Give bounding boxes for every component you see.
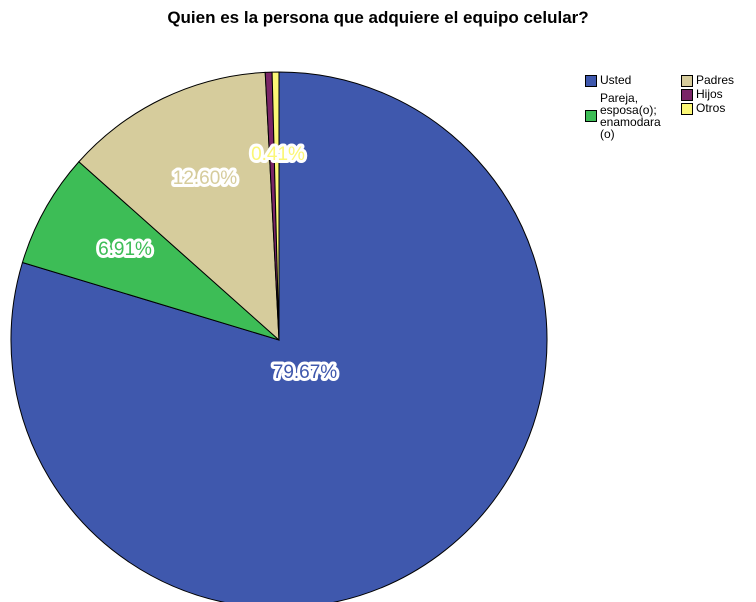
legend-label: Hijos	[696, 87, 723, 101]
pie-slice-pareja	[21, 161, 280, 341]
legend-label: Pareja, esposa(o); enamodara (o)	[600, 91, 661, 141]
legend-swatch	[681, 89, 693, 101]
legend-label: Padres	[696, 73, 735, 87]
legend-swatch	[585, 75, 597, 87]
data-label-pareja: 6.91%	[98, 239, 152, 260]
legend-label: Otros	[696, 101, 726, 115]
legend-item-otros: Otros	[681, 102, 725, 115]
pie-slice-otros	[271, 71, 280, 341]
data-label-usted: 79.67%	[273, 362, 338, 383]
legend-swatch	[681, 75, 693, 87]
pie-slice-padres	[78, 71, 280, 342]
legend-swatch	[681, 103, 693, 115]
legend-item-usted: Usted	[585, 74, 631, 87]
legend-item-pareja: Pareja, esposa(o); enamodara (o)	[585, 92, 661, 140]
legend-swatch	[585, 110, 597, 122]
data-label-otros: 0.41%	[251, 144, 305, 165]
data-label-padres: 12.60%	[173, 168, 238, 189]
legend-label: Usted	[600, 73, 632, 87]
legend-item-padres: Padres	[681, 74, 734, 87]
legend-item-hijos: Hijos	[681, 88, 723, 101]
chart-title: Quien es la persona que adquiere el equi…	[167, 8, 589, 27]
